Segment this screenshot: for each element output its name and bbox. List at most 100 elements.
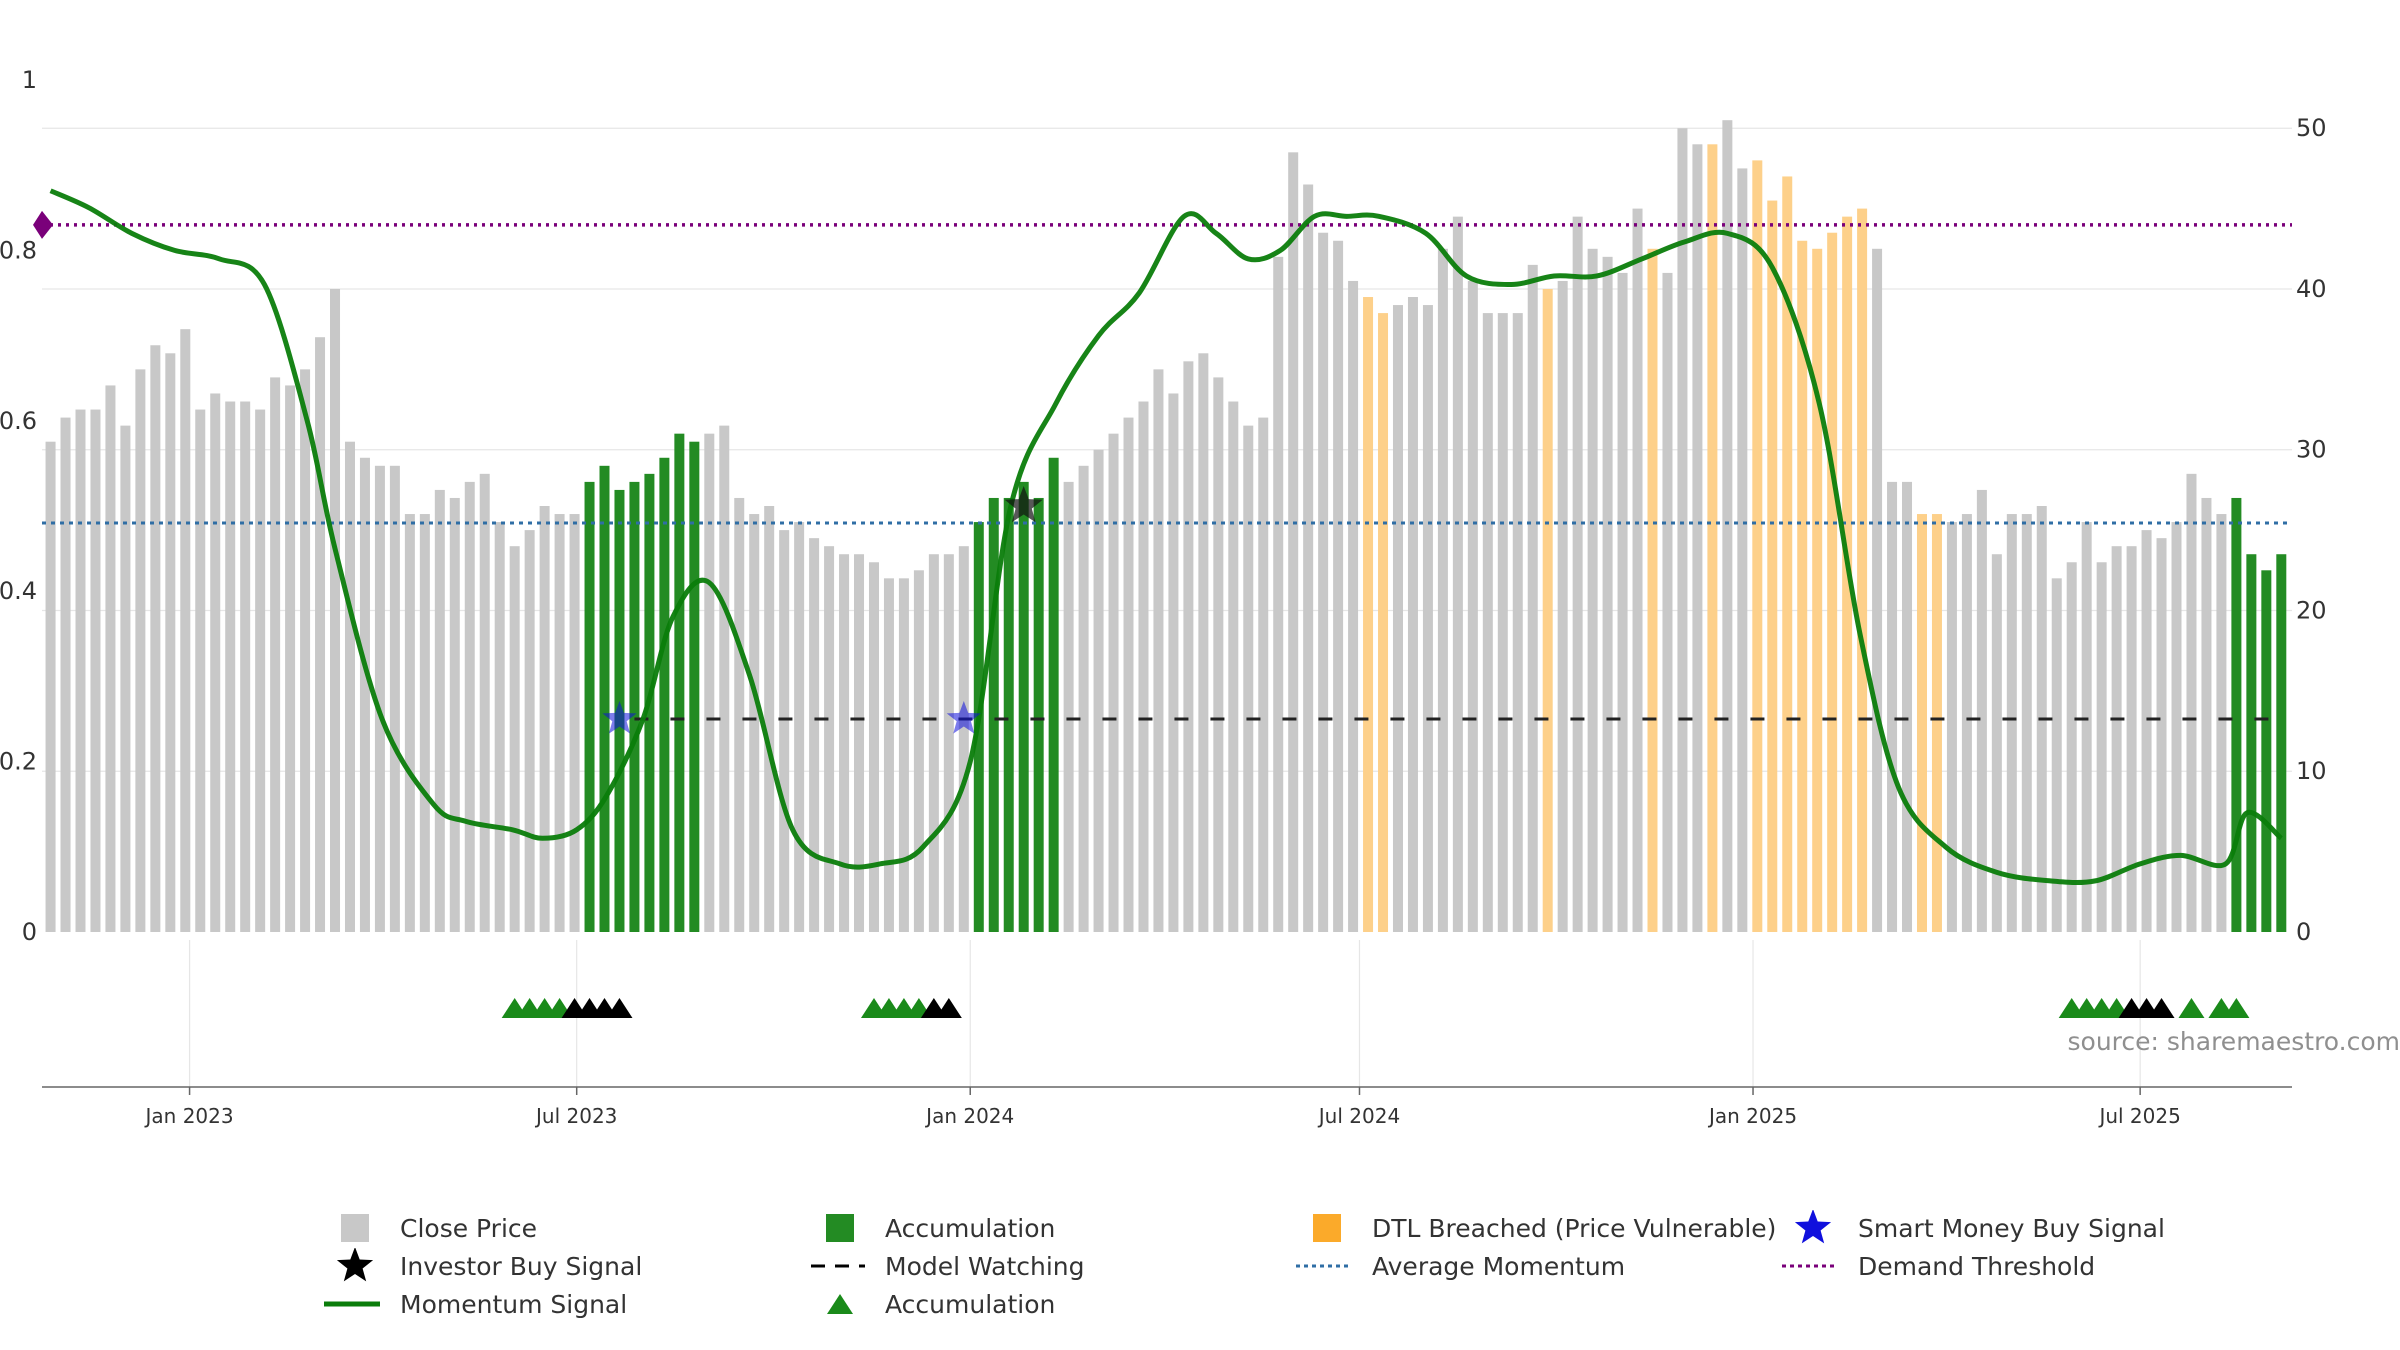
price-bar-close bbox=[883, 578, 894, 932]
legend-label: Demand Threshold bbox=[1858, 1251, 2096, 1281]
left-tick-label: 0.6 bbox=[0, 407, 37, 435]
price-bar-close bbox=[1482, 313, 1493, 932]
price-bar-accumulation bbox=[988, 497, 999, 932]
price-bar-close bbox=[225, 401, 236, 933]
price-bar-close bbox=[1902, 481, 1913, 932]
accumulation-markers bbox=[501, 998, 2250, 1018]
price-bar-close bbox=[794, 522, 805, 932]
legend-item: Close Price bbox=[320, 1210, 537, 1246]
price-bar-dtl bbox=[1797, 240, 1808, 933]
price-bar-accumulation bbox=[2276, 554, 2287, 932]
price-bar-close bbox=[1093, 449, 1104, 932]
reference-lines bbox=[33, 210, 2292, 721]
price-bar-close bbox=[1273, 256, 1284, 932]
price-bar-close bbox=[105, 385, 116, 932]
price-bar-dtl bbox=[1542, 288, 1553, 932]
price-bar-close bbox=[75, 409, 86, 932]
price-bar-close bbox=[1123, 417, 1134, 932]
price-bar-close bbox=[135, 369, 146, 932]
legend-item: Average Momentum bbox=[1292, 1248, 1625, 1284]
price-bar-close bbox=[898, 578, 909, 932]
smart-money-star bbox=[946, 701, 981, 734]
price-bar-close bbox=[2126, 546, 2137, 932]
price-bar-close bbox=[285, 385, 296, 932]
price-bar-close bbox=[2066, 562, 2077, 932]
price-bar-close bbox=[419, 514, 430, 932]
price-bar-close bbox=[1497, 313, 1508, 932]
left-tick-label: 0 bbox=[22, 918, 37, 946]
left-tick-label: 0.2 bbox=[0, 748, 37, 776]
legend-item: Model Watching bbox=[805, 1248, 1085, 1284]
legend-label: Accumulation bbox=[885, 1289, 1056, 1319]
price-bar-close bbox=[1991, 554, 2002, 932]
price-bar-close bbox=[1617, 272, 1628, 933]
price-bar-dtl bbox=[1827, 232, 1838, 932]
legend-label: Average Momentum bbox=[1372, 1251, 1626, 1281]
black-dashed-line-icon bbox=[805, 1248, 865, 1284]
price-bar-close bbox=[2201, 497, 2212, 932]
price-bar-dtl bbox=[1812, 248, 1823, 932]
legend-label: Momentum Signal bbox=[400, 1289, 628, 1319]
price-bar-close bbox=[1258, 417, 1269, 932]
accumulation-triangle-black bbox=[606, 998, 633, 1018]
legend-label: Smart Money Buy Signal bbox=[1858, 1213, 2165, 1243]
green-square-icon bbox=[805, 1210, 865, 1246]
price-bar-close bbox=[1392, 305, 1403, 932]
price-bar-close bbox=[943, 554, 954, 932]
price-bar-close bbox=[2171, 522, 2182, 932]
price-bar-close bbox=[1348, 280, 1359, 933]
price-bar-close bbox=[1333, 240, 1344, 933]
price-bar-close bbox=[1198, 353, 1209, 932]
left-tick-label: 0.8 bbox=[0, 236, 37, 264]
legend-label: Investor Buy Signal bbox=[400, 1251, 643, 1281]
green-line-icon bbox=[320, 1286, 380, 1322]
price-bar-close bbox=[524, 530, 535, 932]
price-bar-close bbox=[734, 497, 745, 932]
accumulation-triangle bbox=[2178, 998, 2205, 1018]
price-bar-close bbox=[2021, 514, 2032, 932]
price-bar-close bbox=[2006, 514, 2017, 932]
price-bar-dtl bbox=[1378, 313, 1389, 932]
price-bar-dtl bbox=[1707, 144, 1718, 932]
price-bar-close bbox=[1108, 433, 1119, 932]
right-tick-label: 40 bbox=[2296, 275, 2327, 303]
price-bar-close bbox=[1512, 313, 1523, 932]
price-bar-dtl bbox=[1931, 514, 1942, 932]
price-bar-close bbox=[479, 473, 490, 932]
right-tick-label: 10 bbox=[2296, 757, 2327, 785]
price-bar-close bbox=[704, 433, 715, 932]
price-bar-accumulation bbox=[599, 465, 610, 932]
price-bar-close bbox=[1288, 152, 1299, 933]
legend-label: Accumulation bbox=[885, 1213, 1056, 1243]
price-bar-close bbox=[1303, 184, 1314, 932]
price-bar-close bbox=[1722, 120, 1733, 933]
price-bar-close bbox=[1587, 248, 1598, 932]
price-bar-dtl bbox=[1916, 514, 1927, 932]
legend-item: Demand Threshold bbox=[1778, 1248, 2095, 1284]
price-bar-close bbox=[1078, 465, 1089, 932]
price-bar-close bbox=[779, 530, 790, 932]
price-bar-dtl bbox=[1782, 176, 1793, 933]
price-bar-close bbox=[2051, 578, 2062, 932]
price-bar-close bbox=[809, 538, 820, 932]
price-bar-accumulation bbox=[674, 433, 685, 932]
momentum-signal bbox=[49, 188, 2283, 886]
price-bar-close bbox=[749, 514, 760, 932]
price-bar-close bbox=[389, 465, 400, 932]
price-bar-dtl bbox=[1752, 160, 1763, 932]
price-bar-close bbox=[2081, 522, 2092, 932]
price-bar-close bbox=[270, 377, 281, 932]
price-bar-close bbox=[1692, 144, 1703, 932]
legend-item: Smart Money Buy Signal bbox=[1778, 1209, 2165, 1246]
price-bar-accumulation bbox=[1018, 481, 1029, 932]
price-bar-close bbox=[120, 425, 131, 932]
price-bar-close bbox=[374, 465, 385, 932]
price-bar-close bbox=[1318, 232, 1329, 932]
price-bar-close bbox=[1168, 393, 1179, 933]
legend-label: DTL Breached (Price Vulnerable) bbox=[1372, 1213, 1777, 1243]
price-bar-close bbox=[1662, 272, 1673, 933]
price-bar-close bbox=[1737, 168, 1748, 932]
price-bar-close bbox=[1183, 361, 1194, 932]
legend-label: Close Price bbox=[400, 1213, 538, 1243]
price-bar-close bbox=[2186, 473, 2197, 932]
